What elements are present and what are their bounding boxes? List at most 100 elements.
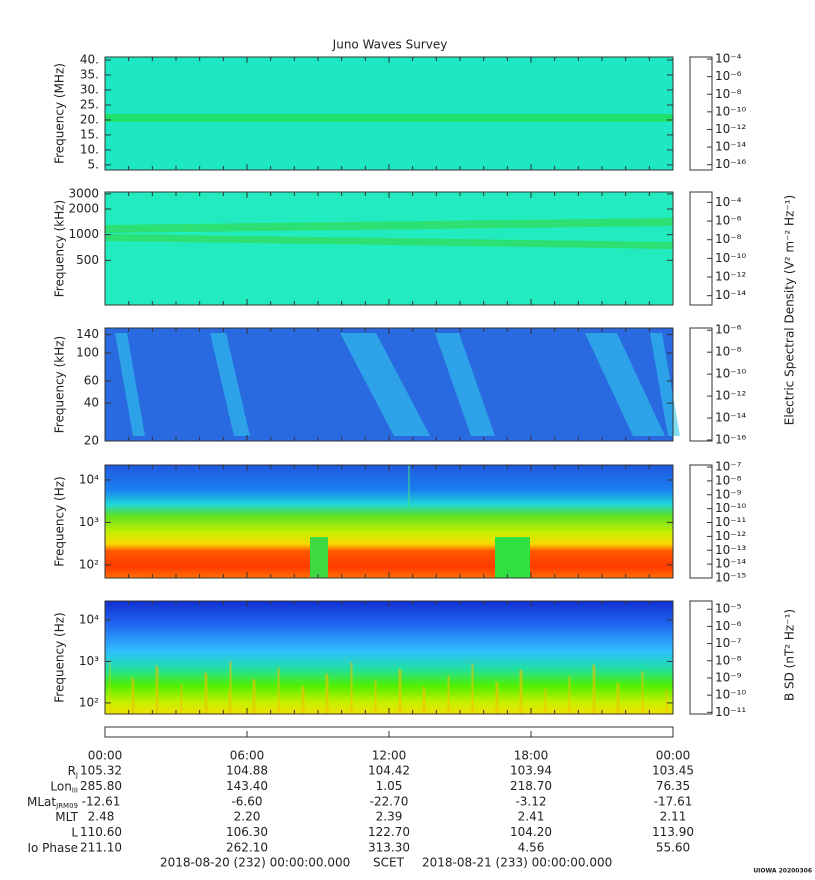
- spectrogram: [105, 57, 673, 170]
- scet-start: 2018-08-20 (232) 00:00:00.000: [160, 856, 350, 870]
- colorbar: [689, 600, 713, 715]
- ephemeris-value: 104.42: [368, 764, 410, 778]
- colorbar: [689, 191, 713, 306]
- y-tick-label: 10³: [79, 654, 99, 668]
- y-tick-label: 100: [76, 346, 99, 360]
- ephemeris-value: 2.20: [234, 810, 261, 824]
- colorbar-tick-label: 10⁻¹²: [715, 122, 746, 136]
- y-tick-label: 140: [76, 327, 99, 341]
- row-label-sub: JRM09: [55, 802, 78, 810]
- y-tick-label: 20.: [80, 112, 99, 126]
- y-tick-label: 60: [84, 373, 99, 387]
- row-label: L: [71, 825, 78, 839]
- row-label: RJ: [68, 764, 78, 780]
- colorbar: [689, 327, 713, 442]
- emission-gap: [310, 537, 328, 578]
- spectrogram: [105, 465, 673, 578]
- ephemeris-value: 262.10: [226, 841, 268, 855]
- ephemeris-value: 143.40: [226, 779, 268, 793]
- ephemeris-value: 2.48: [88, 810, 115, 824]
- row-label-text: MLat: [27, 794, 56, 808]
- emission-streak: [585, 333, 665, 436]
- colorbar-tick-label: 10⁻⁸: [715, 232, 742, 246]
- colorbar-tick-label: 10⁻⁹: [715, 670, 742, 684]
- title: Juno Waves Survey: [332, 38, 448, 52]
- row-label-sub: III: [72, 786, 78, 794]
- ephemeris-value: -12.61: [82, 794, 121, 808]
- ephemeris-value: 285.80: [80, 779, 122, 793]
- y-tick-label: 5.: [88, 157, 99, 171]
- ephemeris-value: -6.60: [231, 794, 262, 808]
- row-label-text: Io Phase: [27, 841, 78, 855]
- time-label: 00:00: [656, 749, 691, 763]
- colorbar-label: Electric Spectral Density (V² m⁻² Hz⁻¹): [783, 195, 797, 425]
- spectrogram: [105, 601, 673, 714]
- y-tick-label: 10³: [79, 515, 99, 529]
- y-tick-label: 40.: [80, 52, 99, 66]
- colorbar-tick-label: 10⁻⁸: [715, 345, 742, 359]
- colorbar-tick-label: 10⁻¹²: [715, 270, 746, 284]
- y-axis-label: Frequency (Hz): [53, 612, 67, 703]
- ephemeris-value: 2.39: [376, 810, 403, 824]
- ephemeris-value: 104.20: [510, 825, 552, 839]
- y-tick-label: 10²: [79, 695, 99, 709]
- row-label-text: R: [68, 764, 76, 778]
- time-label: 18:00: [514, 749, 549, 763]
- colorbar-tick-label: 10⁻⁴: [715, 195, 742, 209]
- emission-gap: [495, 537, 530, 578]
- row-label-text: MLT: [55, 810, 78, 824]
- row-label-text: L: [71, 825, 78, 839]
- colorbar-tick-label: 10⁻¹⁵: [715, 571, 746, 585]
- ephemeris-value: 76.35: [656, 779, 690, 793]
- row-label: MLT: [55, 810, 78, 824]
- y-tick-label: 15.: [80, 127, 99, 141]
- colorbar-tick-label: 10⁻¹⁴: [715, 288, 746, 302]
- ephemeris-value: 113.90: [652, 825, 694, 839]
- colorbar-tick-label: 10⁻¹⁰: [715, 367, 746, 381]
- y-tick-label: 10.: [80, 142, 99, 156]
- colorbar-tick-label: 10⁻¹⁶: [715, 157, 746, 171]
- y-tick-label: 2000: [68, 201, 99, 215]
- colorbar-tick-label: 10⁻¹⁰: [715, 104, 746, 118]
- colorbar-tick-label: 10⁻⁷: [715, 460, 742, 474]
- ephemeris-value: 218.70: [510, 779, 552, 793]
- colorbar: [689, 464, 713, 579]
- colorbar-tick-label: 10⁻¹⁴: [715, 140, 746, 154]
- ephemeris-value: 104.88: [226, 764, 268, 778]
- y-tick-label: 20: [84, 434, 99, 448]
- ephemeris-value: 106.30: [226, 825, 268, 839]
- spectrogram-art: [105, 57, 680, 714]
- colorbar-tick-label: 10⁻¹⁰: [715, 501, 746, 515]
- y-axis-label: Frequency (Hz): [53, 476, 67, 567]
- ephemeris-value: 103.94: [510, 764, 552, 778]
- emission-streak: [210, 333, 250, 436]
- colorbar-tick-label: 10⁻¹²: [715, 529, 746, 543]
- colorbar: [689, 56, 713, 171]
- colorbar-tick-label: 10⁻⁶: [715, 69, 742, 83]
- colorbar-tick-label: 10⁻⁸: [715, 87, 742, 101]
- footer: UIOWA 20200306: [753, 868, 812, 875]
- ephemeris-value: 4.56: [518, 841, 545, 855]
- colorbar-label: B SD (nT² Hz⁻¹): [783, 609, 797, 701]
- time-label: 12:00: [372, 749, 407, 763]
- colorbar-tick-label: 10⁻⁸: [715, 473, 742, 487]
- ephemeris-value: 122.70: [368, 825, 410, 839]
- colorbar-tick-label: 10⁻¹³: [715, 543, 746, 557]
- colorbar-tick-label: 10⁻⁹: [715, 487, 742, 501]
- colorbar-tick-label: 10⁻⁶: [715, 619, 742, 633]
- ephemeris-value: 110.60: [80, 825, 122, 839]
- y-axis-label: Frequency (kHz): [53, 336, 67, 433]
- scet-end: 2018-08-21 (233) 00:00:00.000: [422, 856, 612, 870]
- ephemeris-value: -17.61: [654, 794, 693, 808]
- y-axis-label: Frequency (MHz): [53, 63, 67, 164]
- row-label: LonIII: [50, 779, 78, 795]
- ephemeris-value: 103.45: [652, 764, 694, 778]
- ephemeris-value: 2.41: [518, 810, 545, 824]
- ephemeris-value: 2.11: [660, 810, 687, 824]
- colorbar-tick-label: 10⁻⁶: [715, 214, 742, 228]
- colorbar-tick-label: 10⁻¹⁴: [715, 410, 746, 424]
- time-label: 00:00: [88, 749, 123, 763]
- colorbar-tick-label: 10⁻¹¹: [715, 705, 746, 719]
- colorbar-tick-label: 10⁻⁷: [715, 636, 742, 650]
